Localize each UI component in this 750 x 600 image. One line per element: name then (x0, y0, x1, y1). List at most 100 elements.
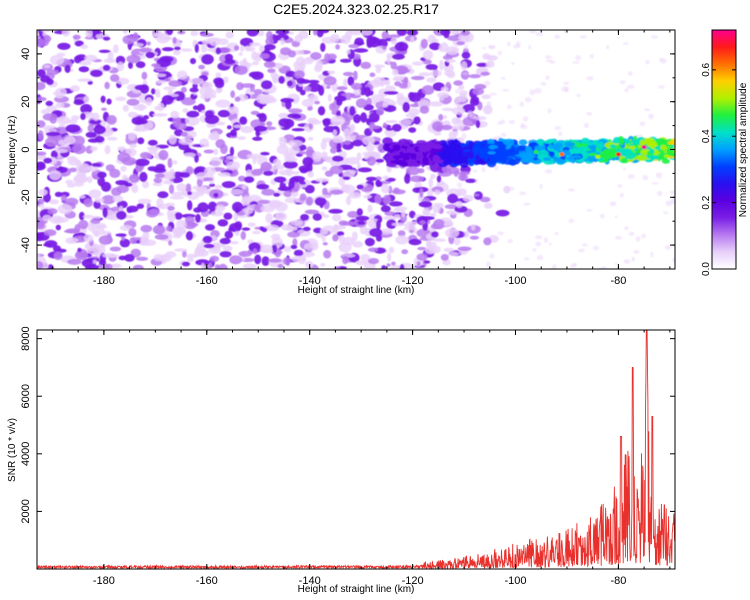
heatmap-cell (357, 167, 372, 173)
heatmap-cell (635, 154, 648, 161)
heatmap-cell (547, 108, 552, 114)
heatmap-cell (37, 38, 46, 47)
heatmap-cell (40, 109, 50, 115)
heatmap-cell (102, 64, 111, 71)
heatmap-cell (486, 101, 492, 107)
heatmap-cell (352, 139, 363, 147)
heatmap-cell (165, 251, 177, 258)
heatmap-cell (45, 131, 61, 137)
heatmap-cell (479, 140, 488, 145)
heatmap-cell (234, 207, 240, 214)
heatmap-cell (272, 244, 278, 253)
heatmap-cell (461, 133, 467, 140)
heatmap-cell (332, 224, 339, 234)
heatmap-cell (200, 43, 208, 53)
heatmap-cell (152, 113, 168, 117)
heatmap-cell (149, 208, 160, 216)
heatmap-cell (399, 151, 404, 156)
heatmap-cell (56, 52, 66, 57)
heatmap-cell (170, 110, 180, 119)
heatmap-cell (447, 139, 458, 146)
heatmap-cell (473, 159, 485, 165)
heatmap-cell (386, 219, 397, 230)
heatmap-cell (267, 68, 276, 74)
heatmap-cell (239, 60, 248, 67)
heatmap-cell (104, 81, 110, 90)
heatmap-cell (621, 158, 627, 163)
heatmap-cell (499, 155, 505, 160)
heatmap-cell (192, 105, 199, 110)
heatmap-cell (303, 57, 314, 65)
heatmap-cell (456, 41, 466, 46)
heatmap-cell (421, 148, 429, 153)
heatmap-cell (253, 125, 268, 132)
heatmap-cell (446, 72, 456, 79)
heatmap-cell (222, 76, 229, 84)
heatmap-cell (364, 237, 375, 247)
heatmap-cell (393, 208, 402, 212)
heatmap-cell (437, 92, 450, 99)
heatmap-cell (577, 146, 589, 153)
x-tick-label: -120 (402, 575, 424, 587)
heatmap-cell (168, 240, 173, 246)
heatmap-cell (37, 82, 46, 91)
heatmap-cell (248, 71, 261, 78)
heatmap-cell (80, 44, 88, 50)
heatmap-cell (328, 208, 343, 214)
heatmap-cell (266, 30, 273, 41)
heatmap-cell (375, 179, 381, 187)
heatmap-cell (349, 30, 363, 36)
heatmap-cell (347, 76, 355, 86)
heatmap-cell (260, 151, 270, 156)
heatmap-cell (487, 151, 496, 155)
heatmap-cell (275, 30, 290, 35)
heatmap-cell (440, 86, 449, 92)
heatmap-cell (382, 122, 387, 129)
heatmap-cell (74, 40, 84, 47)
heatmap-cell (116, 210, 127, 220)
heatmap-cell (161, 254, 167, 265)
heatmap-cell (83, 234, 94, 243)
heatmap-cell (154, 173, 165, 178)
heatmap-cell (469, 235, 479, 240)
heatmap-cell (410, 153, 417, 159)
heatmap-cell (396, 30, 407, 36)
heatmap-cell (162, 36, 173, 41)
heatmap-cell (522, 116, 529, 122)
heatmap-cell (92, 112, 100, 121)
heatmap-cell (388, 34, 401, 38)
heatmap-cell (330, 147, 337, 154)
heatmap-cell (356, 184, 364, 190)
colorbar-frame (711, 29, 737, 270)
heatmap-cell (518, 139, 528, 146)
heatmap-cell (323, 76, 337, 86)
heatmap-cell (87, 124, 95, 133)
heatmap-cell (535, 32, 544, 37)
heatmap-cell (233, 124, 243, 128)
heatmap-cell (190, 58, 196, 65)
heatmap-cell (575, 55, 582, 61)
snr-y-axis-label: SNR (10 * v/v) (7, 418, 18, 482)
heatmap-cell (529, 30, 537, 34)
heatmap-cell (364, 86, 371, 97)
heatmap-cell (112, 44, 119, 54)
heatmap-cell (458, 93, 468, 102)
heatmap-cell (367, 204, 373, 213)
colorbar-label: Normalized spectral amplitude (738, 82, 749, 217)
heatmap-cell (50, 150, 58, 159)
heatmap-cell (293, 70, 305, 79)
heatmap-cell (287, 80, 293, 87)
heatmap-cell (189, 77, 204, 85)
heatmap-cell (54, 191, 63, 197)
heatmap-cell (668, 152, 675, 157)
heatmap-cell (545, 59, 553, 63)
heatmap-cell (367, 247, 379, 253)
heatmap-cell (233, 213, 239, 222)
heatmap-cell (356, 208, 363, 216)
heatmap-cell (623, 167, 627, 171)
heatmap-cell (321, 166, 328, 171)
heatmap-cell (104, 145, 111, 155)
heatmap-cell (657, 153, 665, 160)
heatmap-cell (72, 143, 86, 155)
heatmap-cell (96, 30, 101, 35)
